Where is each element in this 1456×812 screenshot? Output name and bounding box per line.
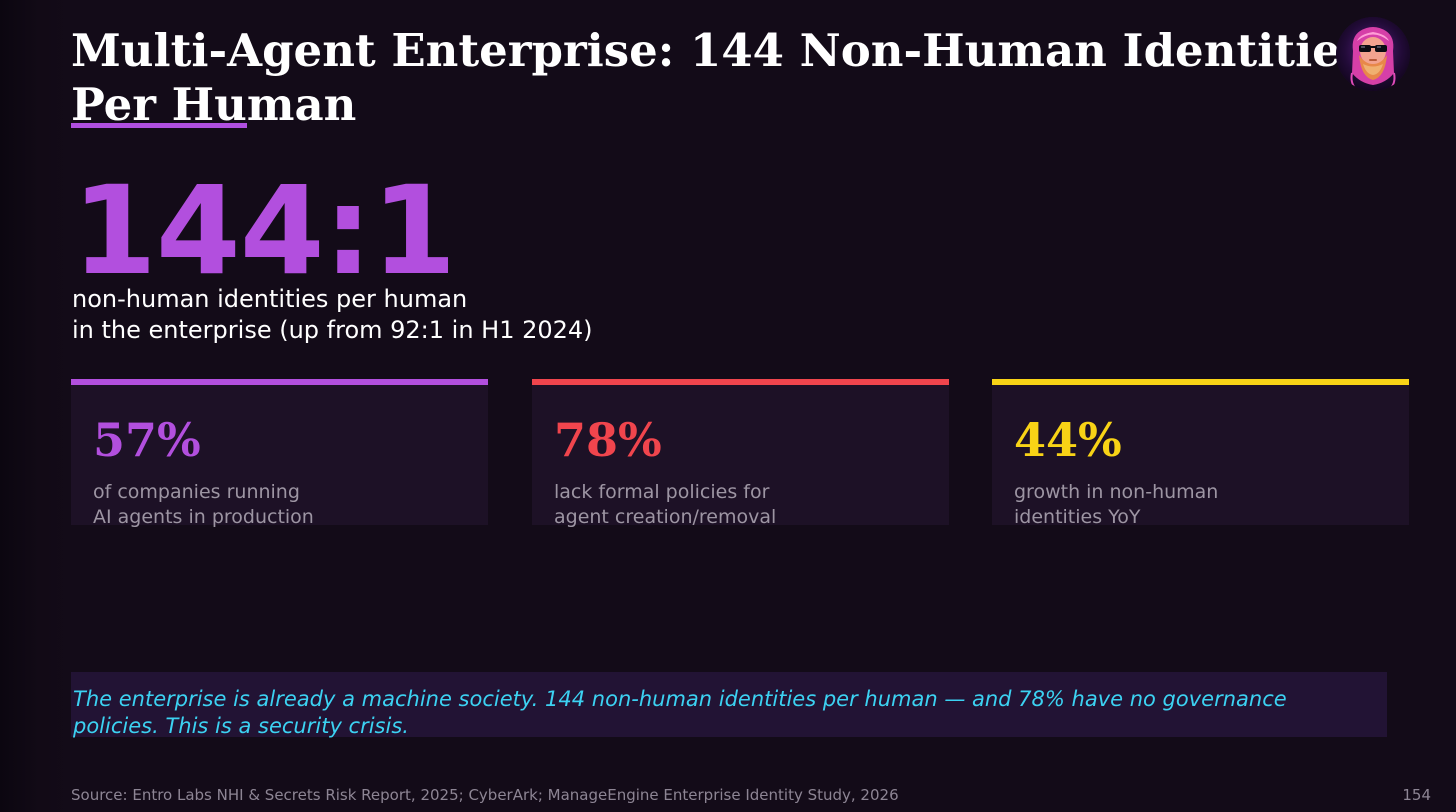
bearded-face-icon bbox=[1336, 17, 1410, 91]
card-description: lack formal policies for agent creation/… bbox=[554, 480, 776, 530]
card-description-line1: lack formal policies for bbox=[554, 481, 770, 503]
slide-title-line2: Per Human bbox=[71, 78, 357, 131]
card-description: of companies running AI agents in produc… bbox=[93, 480, 314, 530]
card-description-line2: agent creation/removal bbox=[554, 506, 777, 528]
stat-card-lack-policies: 78% lack formal policies for agent creat… bbox=[532, 379, 949, 528]
card-value: 44% bbox=[1014, 413, 1122, 467]
slide-title-line1: Multi-Agent Enterprise: 144 Non-Human Id… bbox=[71, 24, 1367, 77]
callout-line1: The enterprise is already a machine soci… bbox=[73, 687, 1287, 711]
card-accent-bar bbox=[71, 379, 488, 385]
card-description-line1: growth in non-human bbox=[1014, 481, 1219, 503]
source-citation: Source: Entro Labs NHI & Secrets Risk Re… bbox=[71, 786, 899, 804]
card-description: growth in non-human identities YoY bbox=[1014, 480, 1218, 530]
card-value: 57% bbox=[93, 413, 201, 467]
card-accent-bar bbox=[532, 379, 949, 385]
hero-caption: non-human identities per human in the en… bbox=[72, 284, 593, 346]
card-accent-bar bbox=[992, 379, 1409, 385]
title-underline bbox=[71, 123, 247, 128]
presenter-avatar bbox=[1336, 17, 1410, 91]
page-number: 154 bbox=[1402, 786, 1431, 804]
hero-caption-line2: in the enterprise (up from 92:1 in H1 20… bbox=[72, 316, 593, 344]
card-description-line2: identities YoY bbox=[1014, 506, 1141, 528]
left-edge-shade bbox=[0, 0, 72, 812]
stat-card-identity-growth: 44% growth in non-human identities YoY bbox=[992, 379, 1409, 528]
card-value: 78% bbox=[554, 413, 662, 467]
stat-card-agents-in-production: 57% of companies running AI agents in pr… bbox=[71, 379, 488, 528]
slide-title: Multi-Agent Enterprise: 144 Non-Human Id… bbox=[71, 24, 1371, 132]
key-takeaway-callout: The enterprise is already a machine soci… bbox=[71, 672, 1387, 738]
hero-caption-line1: non-human identities per human bbox=[72, 285, 468, 313]
card-description-line1: of companies running bbox=[93, 481, 300, 503]
callout-line2: policies. This is a security crisis. bbox=[73, 714, 409, 738]
card-description-line2: AI agents in production bbox=[93, 506, 314, 528]
hero-ratio: 144:1 bbox=[72, 160, 456, 302]
